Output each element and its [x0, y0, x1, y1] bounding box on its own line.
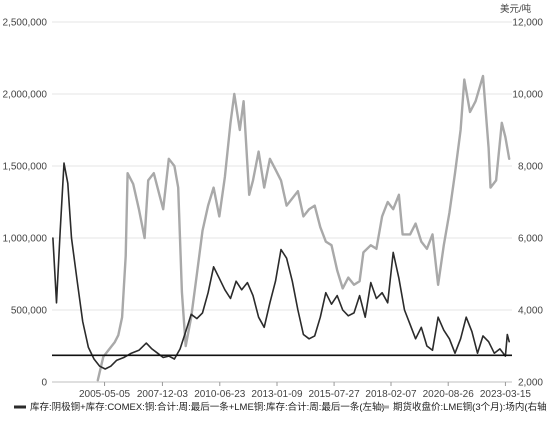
left-axis-ticks: 0 500,000 1,000,000 1,500,000 2,000,000 2,500… [3, 18, 48, 389]
right-tick-label: 6,000 [518, 234, 543, 245]
right-tick-label: 10,000 [512, 90, 543, 101]
x-tick-label: 2010-06-23 [194, 389, 246, 400]
right-axis-unit-label: 美元/吨 [500, 3, 532, 15]
series-line-lme-price [96, 74, 511, 382]
x-tick-label: 2007-12-03 [137, 389, 189, 400]
right-tick-label: 2,000 [518, 378, 543, 389]
right-tick-label: 12,000 [512, 18, 543, 29]
legend-label-stock: 库存:阴极铜+库存:COMEX:铜:合计:周:最后一条+LME铜:库存:合计:周… [30, 401, 385, 413]
x-tick-label: 2023-03-15 [480, 389, 532, 400]
legend-label-lme-price: 期货收盘价:LME铜(3个月):场内(右轴) [393, 401, 547, 413]
series-layer [52, 74, 511, 382]
gridlines [52, 21, 512, 311]
x-axis-ticks: 2005-05-05 2007-12-03 2010-06-23 2013-01-09… [79, 382, 531, 400]
x-tick-label: 2018-02-07 [365, 389, 417, 400]
legend: 库存:阴极铜+库存:COMEX:铜:合计:周:最后一条+LME铜:库存:合计:周… [14, 401, 547, 413]
left-tick-label: 0 [41, 378, 47, 389]
x-tick-label: 2020-08-26 [423, 389, 475, 400]
left-tick-label: 500,000 [11, 306, 48, 317]
left-tick-label: 1,000,000 [3, 234, 48, 245]
x-tick-label: 2013-01-09 [251, 389, 303, 400]
left-tick-label: 1,500,000 [3, 162, 48, 173]
x-tick-label: 2015-07-27 [309, 389, 361, 400]
left-tick-label: 2,000,000 [3, 90, 48, 101]
series-line-stock [52, 162, 510, 370]
right-tick-label: 4,000 [518, 306, 543, 317]
right-axis-ticks: 2,000 4,000 6,000 8,000 10,000 12,000 [512, 18, 543, 389]
left-tick-label: 2,500,000 [3, 18, 48, 29]
right-tick-label: 8,000 [518, 162, 543, 173]
x-tick-label: 2005-05-05 [79, 389, 131, 400]
